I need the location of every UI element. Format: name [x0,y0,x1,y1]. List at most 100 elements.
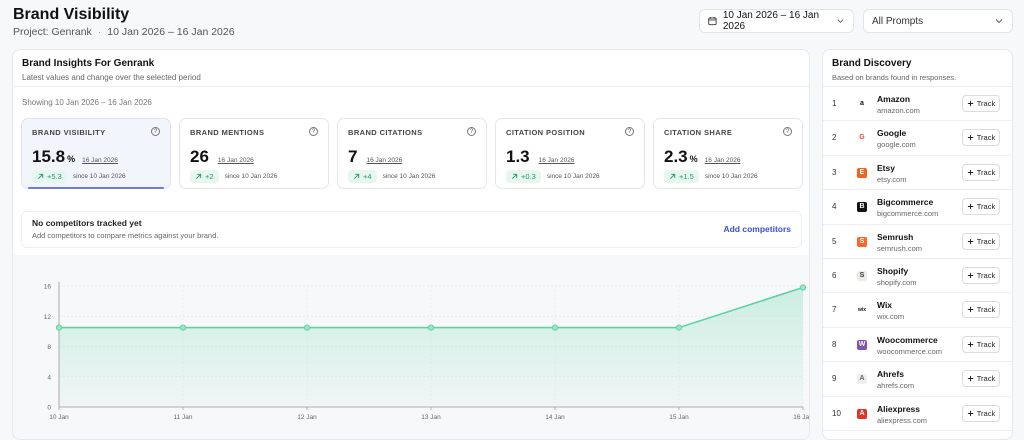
brand-logo-icon: S [857,270,867,281]
metric-date: 16 Jan 2026 [538,157,575,164]
help-icon[interactable]: ? [625,127,634,136]
brand-row: 7 wix Wix wix.com Track [823,293,1012,328]
data-point [303,324,311,331]
brand-discovery-panel: Brand Discovery Based on brands found in… [822,49,1013,440]
x-tick-label: 12 Jan [297,414,317,421]
brand-name: Shopify [877,265,909,276]
plus-icon [967,238,973,244]
brand-name: Google [877,128,907,139]
track-label: Track [976,374,996,384]
brand-rank: 4 [832,202,837,212]
brand-rank: 7 [832,305,837,315]
brand-domain: aliexpress.com [877,415,928,425]
metric-date: 16 Jan 2026 [704,157,741,164]
track-button[interactable]: Track [962,163,1000,181]
track-button[interactable]: Track [962,95,1000,112]
y-tick-label: 12 [44,314,52,321]
delta-badge: +5.3 [32,170,67,183]
plus-icon [967,376,973,382]
arrow-up-right-icon [37,173,44,180]
track-button[interactable]: Track [962,198,1000,216]
add-competitors-link[interactable]: Add competitors [723,224,791,234]
track-button[interactable]: Track [962,129,1000,147]
prompts-select-value: All Prompts [872,15,924,27]
x-tick-label: 10 Jan [49,414,69,421]
track-label: Track [976,167,996,177]
project-period: 10 Jan 2026 – 16 Jan 2026 [107,26,235,38]
brand-domain: bigcommerce.com [877,209,939,219]
track-button[interactable]: Track [962,266,1000,284]
metric-cards: BRAND VISIBILITY? 15.8% 16 Jan 2026 +5.3 sin… [21,118,803,189]
x-tick-label: 16 Jan [793,414,810,421]
track-button[interactable]: Track [962,232,1000,250]
metric-card[interactable]: CITATION SHARE? 2.3% 16 Jan 2026 +1.5 since … [653,118,803,189]
arrow-up-right-icon [195,173,202,180]
brand-insights-panel: Brand Insights For Genrank Latest values… [12,49,810,440]
brand-logo-icon: E [857,167,867,178]
insights-title: Brand Insights For Genrank [22,58,155,69]
delta-since: since 10 Jan 2026 [72,173,126,180]
page-subtitle: Project: Genrank · 10 Jan 2026 – 16 Jan … [13,26,235,38]
metric-card[interactable]: BRAND MENTIONS? 26 16 Jan 2026 +2 since 10 J… [179,118,329,189]
help-icon[interactable]: ? [151,127,160,136]
brand-row: 9 A Ahrefs ahrefs.com Track [823,362,1012,397]
y-tick-label: 8 [47,344,51,351]
date-range-select[interactable]: 10 Jan 2026 – 16 Jan 2026 [699,9,854,33]
help-icon[interactable]: ? [309,127,318,136]
metric-card[interactable]: BRAND CITATIONS? 7 16 Jan 2026 +4 since 10 J… [337,118,487,189]
metric-date: 16 Jan 2026 [82,157,118,164]
plus-icon [967,307,973,313]
calendar-icon [708,17,717,26]
metric-card[interactable]: BRAND VISIBILITY? 15.8% 16 Jan 2026 +5.3 sin… [21,118,171,189]
metric-card[interactable]: CITATION POSITION? 1.3 16 Jan 2026 +0.3 sinc… [495,118,645,189]
track-button[interactable]: Track [962,335,1000,353]
track-button[interactable]: Track [962,404,1000,422]
brand-logo-icon: A [857,374,867,385]
data-point [427,324,435,331]
brand-name: Aliexpress [877,403,920,414]
brand-domain: ahrefs.com [877,381,915,391]
track-label: Track [976,133,996,143]
plus-icon [967,410,973,416]
metric-value-row: 26 16 Jan 2026 [190,147,254,167]
delta-since: since 10 Jan 2026 [224,173,278,180]
brand-logo-icon: A [857,408,867,419]
plus-icon [967,169,973,175]
delta-value: +0.3 [521,172,536,181]
metric-value-row: 1.3 16 Jan 2026 [506,147,574,167]
track-label: Track [976,408,996,418]
metric-date: 16 Jan 2026 [366,157,403,164]
plus-icon [967,204,973,210]
delta-since: since 10 Jan 2026 [704,173,758,180]
competitors-title: No competitors tracked yet [32,218,142,228]
prompts-select[interactable]: All Prompts [863,9,1013,33]
brand-domain: amazon.com [877,106,920,115]
brand-row: 6 S Shopify shopify.com Track [823,259,1012,294]
metric-value: 2.3 [664,147,688,166]
metric-delta-row: +1.5 since 10 Jan 2026 [664,170,758,183]
brand-name: Bigcommerce [877,197,934,208]
metric-label: BRAND MENTIONS [190,128,265,137]
x-tick-label: 11 Jan [173,414,192,421]
x-tick-label: 14 Jan [545,414,565,421]
help-icon[interactable]: ? [783,127,792,136]
track-button[interactable]: Track [962,301,1000,319]
track-label: Track [976,305,996,315]
brand-rank: 5 [832,236,837,246]
help-icon[interactable]: ? [467,127,476,136]
delta-value: +5.3 [47,172,62,181]
brand-rank: 1 [832,99,837,108]
brand-name: Amazon [877,94,911,104]
visibility-chart-svg: 0 4 8 12 16 10 Jan 11 Jan 12 Jan 13 Jan 14 Jan 15 … [44,282,810,421]
delta-badge: +1.5 [664,170,699,183]
brand-logo-icon: a [857,99,867,109]
separator-dot: · [97,26,102,38]
project-name: Project: Genrank [13,26,92,38]
metric-label: BRAND VISIBILITY [32,128,106,137]
track-button[interactable]: Track [962,370,1000,388]
y-tick-label: 4 [47,374,51,381]
brand-domain: etsy.com [877,174,907,184]
arrow-up-right-icon [669,173,676,180]
metric-label: BRAND CITATIONS [348,128,423,137]
brand-domain: google.com [877,140,916,150]
